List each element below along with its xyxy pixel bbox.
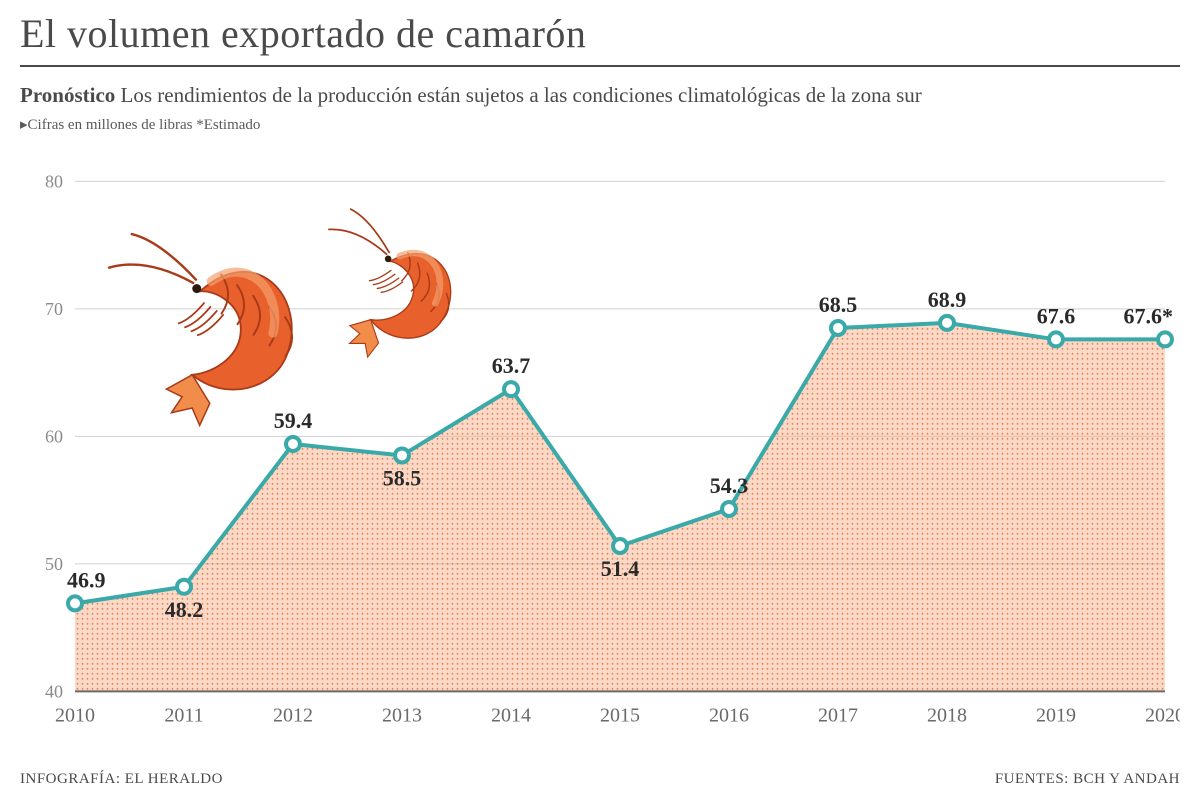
value-label: 48.2: [165, 597, 204, 622]
value-label: 58.5: [383, 466, 422, 491]
chart-subtitle: Pronóstico Los rendimientos de la produc…: [20, 81, 1180, 109]
y-tick-label: 70: [45, 299, 63, 319]
value-label: 68.5: [819, 292, 858, 317]
x-tick-label: 2014: [491, 705, 531, 727]
value-label: 67.6: [1037, 304, 1076, 329]
data-marker: [722, 502, 736, 516]
data-marker: [68, 597, 82, 611]
value-label: 59.4: [274, 408, 313, 433]
value-label: 54.3: [710, 473, 749, 498]
data-marker: [395, 449, 409, 463]
x-tick-label: 2016: [709, 705, 749, 727]
footer: INFOGRAFÍA: EL HERALDO FUENTES: BCH Y AN…: [20, 765, 1180, 788]
line-chart: 40 50 60 70 80 46.9 2010 48.2 2011 59.4 2012 58.5 20…: [20, 138, 1180, 765]
footer-right: FUENTES: BCH Y ANDAH: [995, 771, 1180, 788]
chart-area: 40 50 60 70 80 46.9 2010 48.2 2011 59.4 2012 58.5 20…: [20, 138, 1180, 765]
data-marker: [286, 437, 300, 451]
value-label: 46.9: [67, 568, 106, 593]
subtitle-rest: Los rendimientos de la producción están …: [115, 83, 922, 107]
x-tick-label: 2013: [382, 705, 422, 727]
x-tick-label: 2017: [818, 705, 858, 727]
value-label: 68.9: [928, 287, 967, 312]
data-marker: [613, 539, 627, 553]
y-tick-label: 80: [45, 172, 63, 192]
y-tick-label: 60: [45, 427, 63, 447]
data-marker: [504, 382, 518, 396]
chart-title: El volumen exportado de camarón: [20, 10, 1180, 67]
data-marker: [831, 321, 845, 335]
shrimp-icon: [312, 207, 461, 368]
data-marker: [940, 316, 954, 330]
y-tick-label: 40: [45, 682, 63, 702]
x-tick-label: 2018: [927, 705, 967, 727]
x-tick-label: 2020: [1145, 705, 1180, 727]
data-marker: [177, 580, 191, 594]
shrimp-icon: [106, 221, 299, 432]
x-tick-label: 2012: [273, 705, 313, 727]
chart-note: ▸Cifras en millones de libras *Estimado: [20, 115, 1180, 134]
y-tick-label: 50: [45, 554, 63, 574]
subtitle-bold: Pronóstico: [20, 83, 115, 107]
x-tick-label: 2015: [600, 705, 640, 727]
x-tick-label: 2019: [1036, 705, 1076, 727]
data-marker: [1158, 333, 1172, 347]
data-marker: [1049, 333, 1063, 347]
value-label: 63.7: [492, 353, 531, 378]
value-label: 51.4: [601, 556, 640, 581]
value-label: 67.6*: [1124, 304, 1174, 329]
x-tick-label: 2011: [164, 705, 203, 727]
footer-left: INFOGRAFÍA: EL HERALDO: [20, 771, 223, 788]
x-tick-label: 2010: [55, 705, 95, 727]
